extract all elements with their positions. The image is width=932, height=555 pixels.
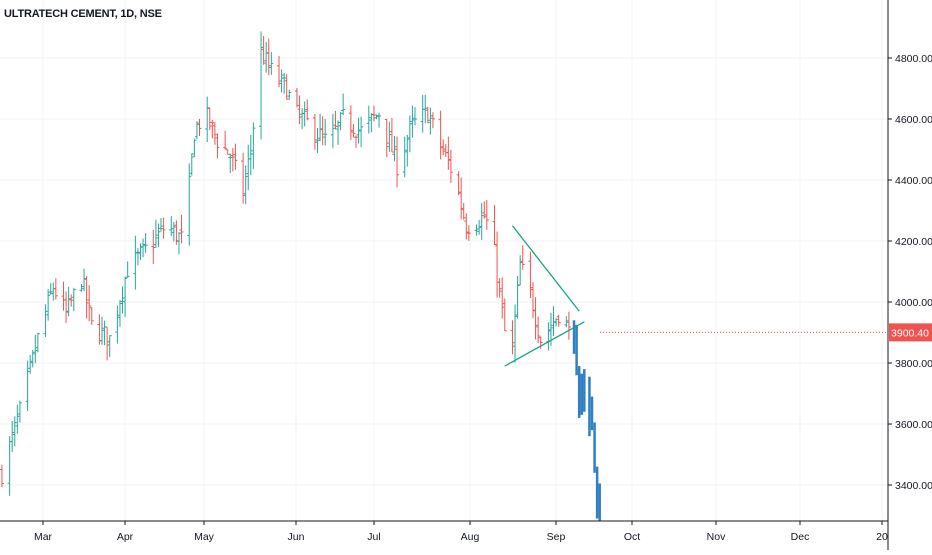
- x-tick-label: Apr: [117, 531, 134, 543]
- x-tick-label: Sep: [547, 531, 566, 543]
- x-tick-label: Nov: [707, 531, 726, 543]
- y-tick-label: 3800.00: [895, 358, 932, 370]
- x-tick-label: Mar: [34, 531, 53, 543]
- y-tick-label: 4800.00: [895, 53, 932, 65]
- trendline-upper[interactable]: [511, 225, 580, 312]
- last-price-label: 3900.40: [891, 327, 929, 339]
- x-tick-label: 20: [876, 531, 888, 543]
- y-tick-label: 4200.00: [895, 236, 932, 248]
- x-tick-label: Jun: [288, 531, 305, 543]
- chart-title: ULTRATECH CEMENT, 1D, NSE: [4, 8, 162, 20]
- y-tick-label: 4000.00: [895, 297, 932, 309]
- trendline-lower[interactable]: [504, 321, 585, 367]
- y-tick-label: 3600.00: [895, 419, 932, 431]
- y-tick-label: 4400.00: [895, 175, 932, 187]
- x-tick-label: Jul: [367, 531, 380, 543]
- x-tick-label: May: [194, 531, 215, 543]
- x-tick-label: Dec: [791, 531, 810, 543]
- y-tick-label: 3400.00: [895, 480, 932, 492]
- last-price-tag: [889, 323, 932, 342]
- x-tick-label: Oct: [624, 531, 640, 543]
- x-tick-label: Aug: [461, 531, 480, 543]
- y-tick-label: 4600.00: [895, 114, 932, 126]
